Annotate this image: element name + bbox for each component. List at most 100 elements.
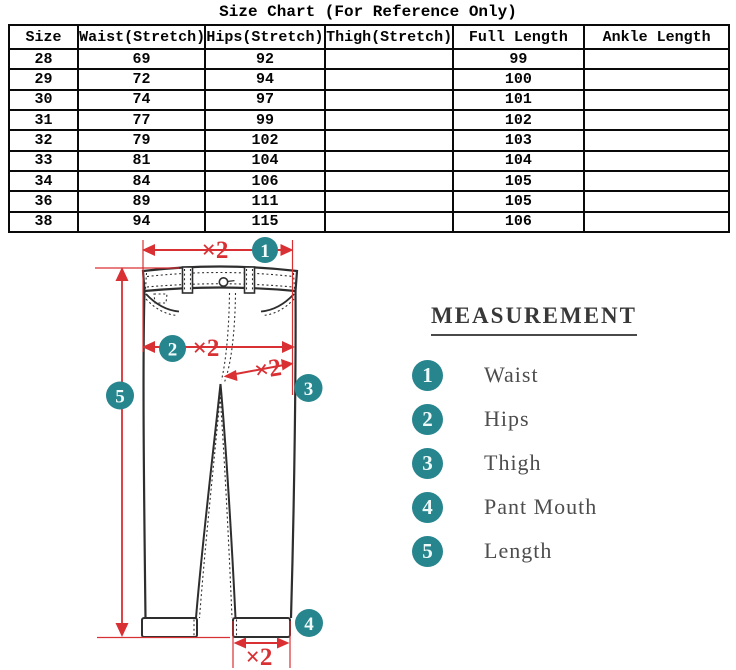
table-cell: 99 [451, 47, 586, 71]
pants-measurement-diagram: ×2 ×2 ×2 ×2 1 2 3 4 [95, 237, 323, 670]
table-header-row: Size Waist(Stretch) Hips(Stretch) Thigh(Str… [7, 24, 730, 50]
table-cell [583, 190, 730, 213]
table-column-header: Hips(Stretch) [203, 24, 327, 50]
table-cell [324, 210, 454, 234]
table-row: 36 89 111 105 [7, 190, 730, 213]
marker-2-hips: 2 [159, 335, 186, 362]
table-cell: 101 [451, 88, 586, 112]
legend-label: Length [484, 538, 553, 563]
legend-label: Waist [484, 362, 539, 387]
table-cell: 104 [203, 149, 327, 172]
table-cell: 79 [77, 129, 206, 152]
size-chart-heading: Size Chart (For Reference Only) [219, 3, 517, 21]
badge-4-icon: 4 [412, 491, 443, 523]
diagram-markers: 1 2 3 4 5 [106, 237, 323, 637]
badge-3-icon: 3 [412, 447, 443, 479]
table-cell: 102 [451, 108, 586, 132]
table-cell [324, 129, 454, 152]
marker-3-thigh: 3 [294, 374, 323, 402]
hips-x2-label: ×2 [193, 335, 220, 362]
table-cell [324, 108, 454, 132]
table-row: 30 74 97 101 [7, 88, 730, 112]
pant-mouth-arrow [233, 637, 290, 649]
svg-text:2: 2 [168, 340, 178, 361]
table-cell: 102 [203, 129, 327, 152]
legend-items: 1 Waist 2 Hips 3 Thigh 4 Pant Mouth 5 Le… [410, 353, 726, 573]
table-cell [583, 68, 730, 91]
legend-item-length: 5 Length [410, 529, 726, 573]
svg-text:1: 1 [260, 241, 270, 262]
badge-5-icon: 5 [412, 535, 443, 567]
table-cell: 115 [203, 210, 327, 234]
table-cell [324, 149, 454, 172]
table-cell: 94 [77, 210, 206, 234]
table-cell: 29 [7, 68, 80, 91]
table-cell: 72 [77, 68, 206, 91]
legend-label: Hips [484, 406, 530, 431]
table-cell: 69 [77, 47, 206, 71]
table-cell: 77 [77, 108, 206, 132]
table-cell [583, 210, 730, 234]
table-cell: 99 [203, 108, 327, 132]
measurement-legend: MEASUREMENT 1 Waist 2 Hips 3 Thigh 4 Pan… [410, 303, 726, 573]
table-cell [324, 88, 454, 112]
table-cell: 31 [7, 108, 80, 132]
table-cell: 74 [77, 88, 206, 112]
table-cell: 97 [203, 88, 327, 112]
table-cell: 105 [451, 190, 586, 213]
legend-item-waist: 1 Waist [410, 353, 726, 397]
table-cell: 34 [7, 169, 80, 193]
table-cell: 28 [7, 47, 80, 71]
table-cell: 33 [7, 149, 80, 172]
marker-1-waist: 1 [252, 237, 278, 263]
table-row: 34 84 106 105 [7, 169, 730, 193]
waist-x2-label: ×2 [202, 237, 229, 264]
length-arrow [115, 267, 129, 637]
table-cell: 81 [77, 149, 206, 172]
table-cell: 104 [451, 149, 586, 172]
table-cell: 36 [7, 190, 80, 213]
table-column-header: Size [7, 24, 80, 50]
legend-item-hips: 2 Hips [410, 397, 726, 441]
thigh-x2-label: ×2 [253, 354, 284, 385]
table-row: 33 81 104 104 [7, 149, 730, 172]
table-column-header: Full Length [451, 24, 586, 50]
size-table-body: 28 69 92 99 29 72 94 100 30 74 97 101 31 77 99 102 32 79 1… [7, 47, 730, 234]
legend-item-thigh: 3 Thigh [410, 441, 726, 485]
table-cell: 92 [203, 47, 327, 71]
table-cell [324, 68, 454, 91]
table-cell [583, 169, 730, 193]
table-cell [583, 108, 730, 132]
table-cell: 38 [7, 210, 80, 234]
table-row: 28 69 92 99 [7, 47, 730, 71]
svg-text:4: 4 [304, 614, 314, 635]
table-row: 38 94 115 106 [7, 210, 730, 234]
table-cell [583, 149, 730, 172]
table-cell [583, 88, 730, 112]
size-chart-table: Size Waist(Stretch) Hips(Stretch) Thigh(Str… [7, 24, 730, 234]
button-icon [218, 276, 229, 287]
measurement-arrows: ×2 ×2 ×2 ×2 [95, 237, 295, 670]
table-column-header: Thigh(Stretch) [324, 24, 454, 50]
legend-item-pant-mouth: 4 Pant Mouth [410, 485, 726, 529]
legend-label: Pant Mouth [484, 494, 598, 519]
badge-1-icon: 1 [412, 359, 443, 391]
table-cell: 111 [203, 190, 327, 213]
table-cell: 103 [451, 129, 586, 152]
pant-mouth-x2-label: ×2 [246, 644, 273, 670]
legend-title: MEASUREMENT [431, 303, 638, 336]
table-cell: 94 [203, 68, 327, 91]
svg-text:3: 3 [304, 379, 314, 400]
pants-illustration [141, 265, 299, 638]
table-cell [583, 129, 730, 152]
table-cell [324, 190, 454, 213]
table-cell: 30 [7, 88, 80, 112]
marker-5-length: 5 [106, 381, 134, 410]
badge-2-icon: 2 [412, 403, 443, 435]
table-cell: 105 [451, 169, 586, 193]
table-cell: 106 [203, 169, 327, 193]
table-column-header: Ankle Length [583, 24, 730, 50]
svg-text:5: 5 [115, 387, 125, 408]
table-cell: 106 [451, 210, 586, 234]
